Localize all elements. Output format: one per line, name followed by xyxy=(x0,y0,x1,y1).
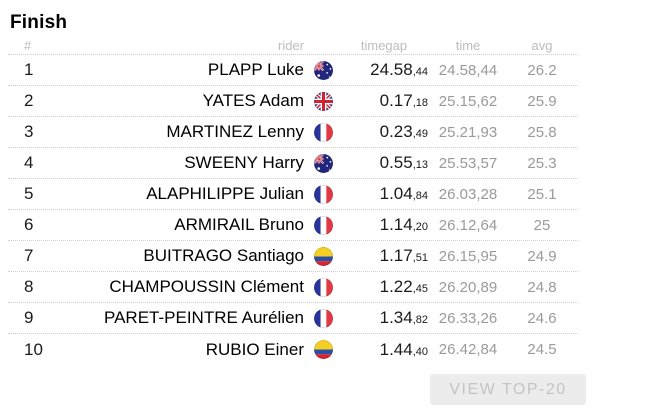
avg-value: 24.5 xyxy=(527,341,557,358)
rank-value: 1 xyxy=(24,60,34,79)
avg-value: 24.9 xyxy=(527,247,557,265)
avg-value: 25.1 xyxy=(527,185,557,203)
avg-value: 24.8 xyxy=(527,278,557,296)
avg-value: 26.2 xyxy=(527,61,557,79)
rank-value: 6 xyxy=(24,215,34,234)
view-top20-button[interactable]: VIEW TOP-20 xyxy=(430,374,586,405)
time-value: 26.12,64 xyxy=(438,216,498,234)
timegap-value: 1.14,20 xyxy=(379,215,428,234)
time-value: 24.58,44 xyxy=(438,61,498,79)
flag-fr-icon xyxy=(308,308,338,328)
time-value: 26.15,95 xyxy=(438,247,498,265)
time-value: 26.33,26 xyxy=(438,309,498,327)
rider-name-link[interactable]: ARMIRAIL Bruno xyxy=(174,215,304,234)
avg-value: 25.8 xyxy=(527,123,557,141)
flag-fr-icon xyxy=(308,215,338,235)
table-row: 7 BUITRAGO Santiago 1.17,51 26.15,95 24.… xyxy=(8,241,578,272)
time-value: 26.20,89 xyxy=(438,278,498,296)
timegap-value: 24.58,44 xyxy=(370,60,428,79)
header-rank: # xyxy=(24,37,32,53)
avg-value: 25 xyxy=(533,216,551,234)
time-value: 25.53,57 xyxy=(438,154,498,172)
table-body: 1 PLAPP Luke 24.58,44 24.58,44 26.2 2 YA… xyxy=(8,55,578,365)
rank-value: 7 xyxy=(24,246,34,265)
table-row: 5 ALAPHILIPPE Julian 1.04,84 26.03,28 25… xyxy=(8,179,578,210)
flag-fr-icon xyxy=(308,184,338,204)
avg-value: 24.6 xyxy=(527,309,557,327)
table-row: 1 PLAPP Luke 24.58,44 24.58,44 26.2 xyxy=(8,55,578,86)
rider-name-link[interactable]: ALAPHILIPPE Julian xyxy=(146,184,304,203)
rank-value: 8 xyxy=(24,277,34,296)
timegap-value: 1.04,84 xyxy=(379,184,428,203)
rider-name-link[interactable]: RUBIO Einer xyxy=(205,339,304,359)
rank-value: 3 xyxy=(24,122,34,141)
header-avg: avg xyxy=(531,37,553,53)
flag-fr-icon xyxy=(308,277,338,297)
table-row: 2 YATES Adam 0.17,18 25.15,62 25.9 xyxy=(8,86,578,117)
avg-value: 25.9 xyxy=(527,92,557,110)
timegap-value: 0.23,49 xyxy=(379,122,428,141)
rider-name-link[interactable]: BUITRAGO Santiago xyxy=(143,246,304,265)
rider-name-link[interactable]: SWEENY Harry xyxy=(184,153,304,172)
table-row: 6 ARMIRAIL Bruno 1.14,20 26.12,64 25 xyxy=(8,210,578,241)
timegap-value: 1.17,51 xyxy=(379,246,428,265)
timegap-value: 1.22,45 xyxy=(379,277,428,296)
header-rider: rider xyxy=(277,37,304,53)
header-timegap: timegap xyxy=(360,37,408,53)
flag-co-icon xyxy=(308,340,338,359)
rider-name-link[interactable]: CHAMPOUSSIN Clément xyxy=(109,277,304,296)
flag-au-icon xyxy=(308,153,338,173)
table-row: 8 CHAMPOUSSIN Clément 1.22,45 26.20,89 2… xyxy=(8,272,578,303)
flag-au-icon xyxy=(308,60,338,80)
table-row: 4 SWEENY Harry 0.55,13 25.53,57 25.3 xyxy=(8,148,578,179)
rank-value: 9 xyxy=(24,308,34,327)
page-title: Finish xyxy=(10,12,68,33)
header-time: time xyxy=(455,37,481,53)
rider-name-link[interactable]: MARTINEZ Lenny xyxy=(166,122,304,141)
time-value: 25.21,93 xyxy=(438,123,498,141)
rank-value: 2 xyxy=(24,91,34,110)
flag-co-icon xyxy=(308,246,338,266)
table-header-row: # rider timegap time avg xyxy=(8,36,578,55)
timegap-value: 0.17,18 xyxy=(379,91,428,110)
rider-name-link[interactable]: PLAPP Luke xyxy=(207,60,304,79)
timegap-value: 0.55,13 xyxy=(379,153,428,172)
table-row: 3 MARTINEZ Lenny 0.23,49 25.21,93 25.8 xyxy=(8,117,578,148)
rank-value: 10 xyxy=(24,339,43,359)
rank-value: 4 xyxy=(24,153,34,172)
rider-name-link[interactable]: PARET-PEINTRE Aurélien xyxy=(104,308,304,327)
timegap-value: 1.44,40 xyxy=(379,339,428,359)
time-value: 25.15,62 xyxy=(438,92,498,110)
avg-value: 25.3 xyxy=(527,154,557,172)
rider-name-link[interactable]: YATES Adam xyxy=(202,91,304,110)
time-value: 26.42,84 xyxy=(438,341,498,358)
rank-value: 5 xyxy=(24,184,34,203)
button-row: VIEW TOP-20 xyxy=(8,374,586,405)
table-row: 9 PARET-PEINTRE Aurélien 1.34,82 26.33,2… xyxy=(8,303,578,334)
flag-fr-icon xyxy=(308,122,338,142)
time-value: 26.03,28 xyxy=(438,185,498,203)
results-table: # rider timegap time avg 1 PLAPP Luke 24… xyxy=(8,36,578,365)
timegap-value: 1.34,82 xyxy=(379,308,428,327)
flag-gb-icon xyxy=(308,91,338,111)
table-row: 10 RUBIO Einer 1.44,40 26.42,84 24.5 xyxy=(8,334,578,365)
